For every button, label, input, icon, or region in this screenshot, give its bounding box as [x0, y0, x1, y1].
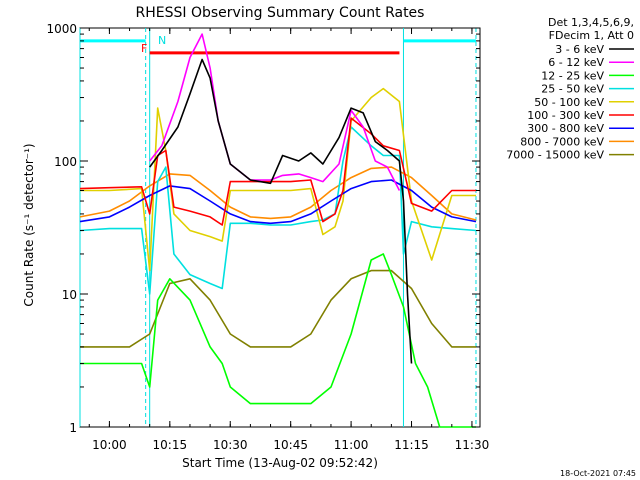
series-line-25-50-kev [80, 127, 476, 294]
series-line-100-300-kev [80, 118, 476, 225]
legend-label-300-800-kev: 300 - 800 keV [527, 122, 604, 135]
legend-label-7000-15000-kev: 7000 - 15000 keV [506, 149, 604, 162]
legend-label-25-50-kev: 25 - 50 keV [541, 83, 604, 96]
y-tick-label-0: 1 [69, 421, 77, 435]
x-tick-label-6: 11:30 [455, 438, 490, 452]
legend-header-line-1: Det 1,3,4,5,6,9, [548, 16, 634, 29]
legend: Det 1,3,4,5,6,9, FDecim 1, Att 0 3 - 6 k… [506, 16, 634, 162]
legend-label-800-7000-kev: 800 - 7000 keV [520, 135, 604, 148]
y-tick-label-2: 100 [54, 155, 77, 169]
flare-flag-label: F [141, 42, 147, 55]
legend-label-12-25-kev: 12 - 25 keV [541, 69, 604, 82]
x-tick-label-5: 11:15 [394, 438, 429, 452]
y-axis-label: Count Rate (s⁻¹ detector⁻¹) [22, 143, 36, 306]
night-flag-label: N [158, 34, 166, 47]
x-axis-label: Start Time (13-Aug-02 09:52:42) [182, 456, 378, 470]
x-tick-label-1: 10:15 [153, 438, 188, 452]
chart-title: RHESSI Observing Summary Count Rates [136, 5, 425, 21]
legend-label-3-6-kev: 3 - 6 keV [555, 43, 604, 56]
x-tick-label-4: 11:00 [334, 438, 369, 452]
timestamp: 18-Oct-2021 07:45 [560, 469, 636, 478]
x-tick-label-2: 10:30 [213, 438, 248, 452]
series-line-50-100-kev [80, 89, 476, 271]
series-line-7000-15000-kev [80, 271, 476, 347]
legend-header-line-2: FDecim 1, Att 0 [549, 29, 634, 42]
legend-label-100-300-kev: 100 - 300 keV [527, 109, 604, 122]
legend-label-6-12-kev: 6 - 12 keV [548, 56, 604, 69]
x-tick-label-3: 10:45 [273, 438, 308, 452]
flag-bars [80, 41, 476, 53]
x-tick-label-0: 10:00 [92, 438, 127, 452]
series-lines [80, 34, 476, 427]
y-tick-label-3: 1000 [46, 22, 77, 36]
y-tick-label-1: 10 [62, 288, 77, 302]
series-line-800-7000-kev [80, 167, 476, 220]
legend-label-50-100-kev: 50 - 100 keV [534, 96, 604, 109]
